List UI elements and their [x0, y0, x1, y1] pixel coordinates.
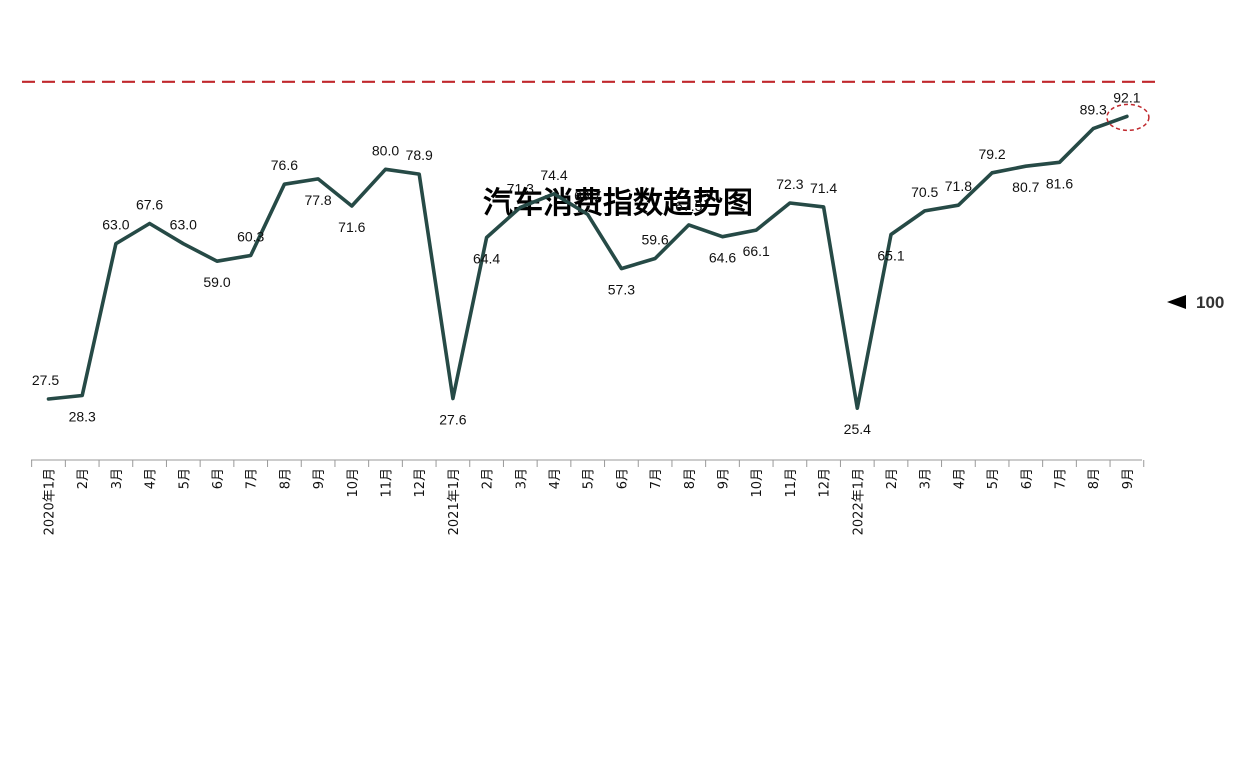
x-tick-label: 6月: [615, 468, 630, 489]
x-tick-label: 3月: [919, 468, 934, 489]
data-label: 80.0: [372, 142, 399, 158]
data-label: 80.7: [1012, 179, 1039, 195]
data-label: 74.4: [540, 167, 567, 183]
data-label: 69.7: [574, 187, 601, 203]
x-tick-label: 5月: [177, 468, 192, 489]
data-label: 92.1: [1113, 89, 1140, 105]
data-label: 71.4: [810, 180, 837, 196]
x-tick-label: 8月: [1087, 468, 1102, 489]
data-label: 77.8: [304, 192, 331, 208]
x-tick-label: 2月: [481, 468, 496, 489]
data-label: 27.5: [32, 372, 59, 388]
x-tick-label: 7月: [245, 468, 260, 489]
data-label: 63.0: [170, 217, 197, 233]
x-tick-label: 7月: [1054, 468, 1069, 489]
data-label: 28.3: [69, 408, 96, 424]
data-label: 78.9: [406, 147, 433, 163]
x-tick-label: 12月: [818, 468, 833, 498]
data-label: 65.1: [877, 247, 904, 263]
data-label: 64.4: [473, 251, 500, 267]
x-tick-label: 3月: [514, 468, 529, 489]
x-tick-label: 8月: [683, 468, 698, 489]
x-tick-label: 9月: [717, 468, 732, 489]
x-tick-label: 11月: [380, 468, 395, 498]
data-label: 66.1: [743, 243, 770, 259]
series-line: [46, 114, 1129, 411]
x-tick-label: 8月: [278, 468, 293, 489]
x-tick-label: 2022年1月: [851, 468, 866, 535]
x-tick-label: 2月: [76, 468, 91, 489]
data-label: 89.3: [1080, 102, 1107, 118]
x-tick-label: 9月: [1121, 468, 1136, 489]
x-tick-label: 5月: [986, 468, 1001, 489]
x-tick-label: 7月: [649, 468, 664, 489]
x-tick-label: 2月: [885, 468, 900, 489]
data-label: 76.6: [271, 157, 298, 173]
x-tick-label: 10月: [346, 468, 361, 498]
x-tick-label: 2021年1月: [447, 468, 462, 535]
data-label: 59.0: [203, 274, 230, 290]
x-tick-label: 2020年1月: [43, 468, 58, 535]
x-tick-label: 4月: [548, 468, 563, 489]
data-label: 64.6: [709, 250, 736, 266]
x-tick-label: 4月: [952, 468, 967, 489]
data-label: 71.8: [945, 178, 972, 194]
data-label: 70.5: [911, 184, 938, 200]
data-label: 60.3: [237, 228, 264, 244]
highlight-circle: [1106, 103, 1150, 132]
x-tick-label: 3月: [110, 468, 125, 489]
x-tick-label: 12月: [413, 468, 428, 498]
data-label: 63.0: [102, 217, 129, 233]
reference-label: 100: [1196, 293, 1224, 312]
x-tick-label: 10月: [750, 468, 765, 498]
data-label: 57.3: [608, 282, 635, 298]
x-tick-label: 11月: [784, 468, 799, 498]
x-tick-label: 6月: [1020, 468, 1035, 489]
data-label: 72.3: [776, 176, 803, 192]
data-label: 79.2: [978, 146, 1005, 162]
data-label: 59.6: [641, 232, 668, 248]
data-label: 71.6: [338, 219, 365, 235]
data-label: 67.3: [675, 198, 702, 214]
x-tick-label: 6月: [211, 468, 226, 489]
data-label: 71.3: [507, 180, 534, 196]
x-tick-label: 5月: [582, 468, 597, 489]
reference-arrow-icon: [1167, 295, 1186, 309]
x-tick-label: 4月: [144, 468, 159, 489]
x-tick-label: 9月: [312, 468, 327, 489]
data-label: 27.6: [439, 412, 466, 428]
data-label: 67.6: [136, 197, 163, 213]
data-label: 25.4: [844, 421, 871, 437]
data-label: 81.6: [1046, 175, 1073, 191]
